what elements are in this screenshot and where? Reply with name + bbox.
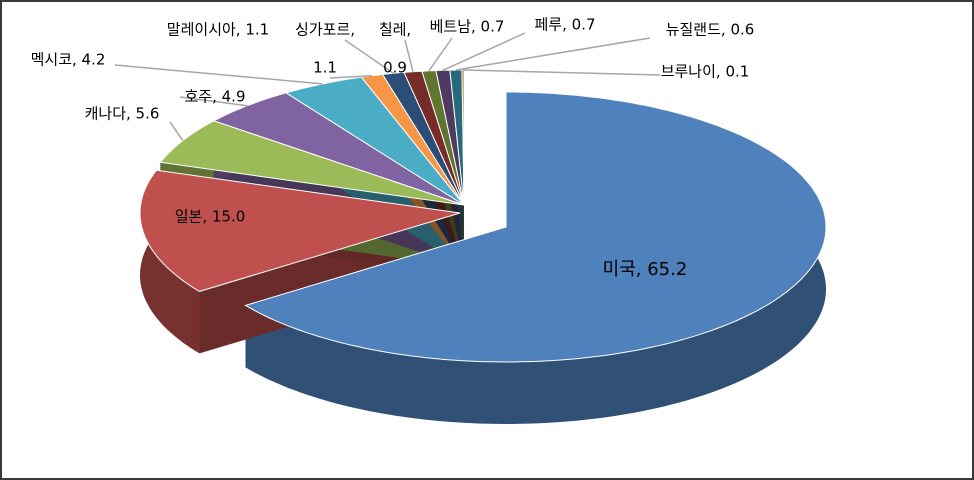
- pie-slice: [139, 169, 461, 292]
- pie-slice: [244, 91, 827, 363]
- data-label: 멕시코, 4.2: [31, 51, 106, 69]
- data-label: 일본, 15.0: [175, 208, 246, 226]
- pie-tops: [139, 69, 827, 363]
- pie-slice: [212, 92, 465, 206]
- data-label: 칠레,: [379, 21, 411, 39]
- leader-line: [428, 37, 453, 72]
- leader-line: [114, 64, 323, 85]
- data-label: 브루나이, 0.1: [661, 63, 750, 81]
- leader-line: [344, 39, 394, 74]
- leader-line: [442, 32, 526, 71]
- leader-line: [462, 69, 661, 76]
- data-label: 0.9: [383, 59, 407, 77]
- data-label: 말레이시아, 1.1: [167, 21, 269, 39]
- leader-line: [329, 74, 372, 79]
- leader-line: [179, 96, 248, 107]
- data-label: 1.1: [313, 59, 337, 77]
- labels: 미국, 65.2 일본, 15.0 캐나다, 5.6 호주, 4.9 멕시코, 4.2 말…: [31, 16, 755, 281]
- pie-slice: [284, 76, 465, 206]
- data-label: 베트남, 0.7: [430, 18, 505, 36]
- leader-line: [455, 37, 651, 71]
- data-label: 뉴질랜드, 0.6: [666, 21, 755, 39]
- data-label: 싱가포르,: [295, 21, 355, 39]
- data-label: 호주, 4.9: [185, 88, 246, 106]
- leader-line: [169, 121, 184, 142]
- data-label: 캐나다, 5.6: [85, 105, 160, 123]
- data-label: 페루, 0.7: [535, 16, 596, 34]
- data-label: 미국, 65.2: [603, 259, 688, 280]
- leader-line: [404, 39, 414, 72]
